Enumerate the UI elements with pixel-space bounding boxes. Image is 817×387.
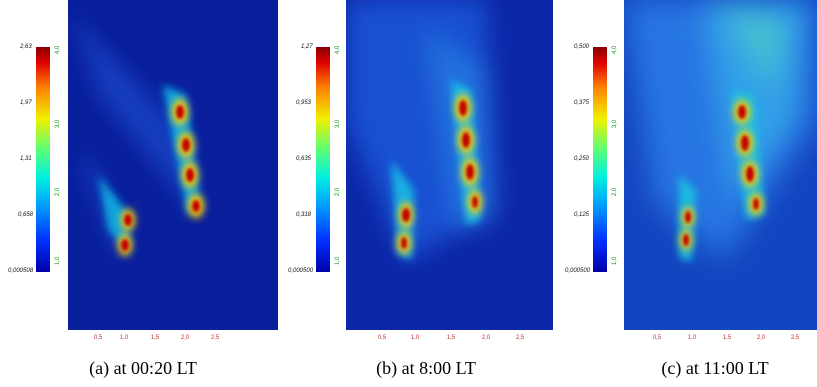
x-tick-a-0: 0,5 <box>93 335 103 341</box>
colorbar-b-label-3: 0,318 <box>296 212 312 218</box>
colorbar-b-secondary-1: 3,0 <box>335 119 341 129</box>
colorbar-b-secondary-2: 2,0 <box>335 187 341 197</box>
x-tick-b-3: 2,0 <box>481 335 491 341</box>
heatmap-c <box>624 0 817 330</box>
colorbar-c-label-1: 0,375 <box>574 100 590 106</box>
colorbar-c-secondary-1: 3,0 <box>612 119 618 129</box>
colorbar-c-label-0: 0,500 <box>574 44 590 50</box>
colorbar-a-secondary-2: 2,0 <box>55 187 61 197</box>
colorbar-c-secondary-2: 2,0 <box>612 187 618 197</box>
colorbar-c-secondary-0: 4,0 <box>612 45 618 55</box>
x-tick-b-1: 1,0 <box>410 335 420 341</box>
colorbar-b-label-2: 0,635 <box>296 156 312 162</box>
colorbar-c-secondary-3: 1,0 <box>612 256 618 266</box>
x-tick-c-4: 2,5 <box>790 335 800 341</box>
colorbar-a-secondary-0: 4,0 <box>55 45 61 55</box>
x-tick-b-0: 0,5 <box>377 335 387 341</box>
heatmap-svg-b <box>346 0 553 330</box>
colorbar-a-label-1: 1,97 <box>20 100 32 106</box>
caption-a: (a) at 00:20 LT <box>89 358 197 378</box>
colorbar-b <box>316 47 330 272</box>
colorbar-a-secondary-3: 1,0 <box>55 256 61 266</box>
colorbar-c <box>593 47 607 272</box>
caption-c: (c) at 11:00 LT <box>661 358 769 378</box>
colorbar-a-label-0: 2,63 <box>20 44 32 50</box>
x-tick-a-1: 1,0 <box>119 335 129 341</box>
x-tick-b-2: 1,5 <box>446 335 456 341</box>
heatmap-svg-c <box>624 0 817 330</box>
x-tick-c-1: 1,0 <box>687 335 697 341</box>
heatmap-b <box>346 0 553 330</box>
x-tick-c-3: 2,0 <box>756 335 766 341</box>
colorbar-a-label-3: 0,658 <box>18 212 34 218</box>
colorbar-b-label-4: 0,000500 <box>288 268 314 274</box>
colorbar-c-label-3: 0,125 <box>574 212 590 218</box>
x-tick-c-0: 0,5 <box>652 335 662 341</box>
colorbar-b-label-0: 1,27 <box>301 44 313 50</box>
colorbar-a <box>36 47 50 272</box>
colorbar-c-label-2: 0,250 <box>574 156 590 162</box>
colorbar-a-label-2: 1,31 <box>20 156 32 162</box>
colorbar-a-secondary-1: 3,0 <box>55 119 61 129</box>
colorbar-b-secondary-0: 4,0 <box>335 45 341 55</box>
x-tick-a-3: 2,0 <box>180 335 190 341</box>
caption-b: (b) at 8:00 LT <box>376 358 476 378</box>
x-tick-c-2: 1,5 <box>722 335 732 341</box>
colorbar-a-label-4: 0,000508 <box>8 268 34 274</box>
colorbar-b-secondary-3: 1,0 <box>335 256 341 266</box>
colorbar-c-label-4: 0,000500 <box>565 268 591 274</box>
heatmap-a <box>68 0 278 330</box>
heatmap-svg-a <box>68 0 278 330</box>
x-tick-a-4: 2,5 <box>210 335 220 341</box>
x-tick-a-2: 1,5 <box>150 335 160 341</box>
colorbar-b-label-1: 0,953 <box>296 100 312 106</box>
x-tick-b-4: 2,5 <box>515 335 525 341</box>
